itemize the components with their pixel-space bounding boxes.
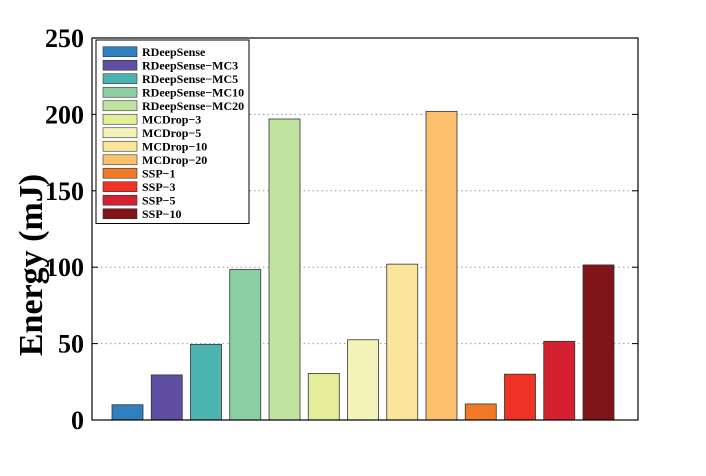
legend-swatch bbox=[102, 208, 138, 220]
legend-swatch bbox=[102, 46, 138, 58]
legend: RDeepSenseRDeepSense−MC3RDeepSense−MC5RD… bbox=[95, 39, 250, 224]
legend-label: RDeepSense−MC10 bbox=[142, 85, 244, 99]
legend-label: RDeepSense bbox=[142, 45, 206, 59]
legend-swatch bbox=[102, 73, 138, 85]
bar-ssp-3 bbox=[504, 373, 536, 421]
bar-ssp-10 bbox=[582, 264, 615, 421]
legend-swatch bbox=[102, 86, 138, 98]
legend-swatch bbox=[102, 127, 138, 139]
legend-swatch bbox=[102, 167, 138, 179]
y-tick-label: 200 bbox=[45, 100, 84, 129]
legend-swatch bbox=[102, 100, 138, 112]
legend-label: RDeepSense−MC5 bbox=[142, 72, 238, 86]
bar-rdeepsense-mc5 bbox=[190, 343, 222, 421]
y-tick-label: 0 bbox=[71, 406, 84, 435]
legend-label: MCDrop−20 bbox=[142, 153, 207, 167]
bar-mcdrop-3 bbox=[307, 372, 340, 421]
bar-ssp-5 bbox=[543, 340, 576, 421]
legend-label: SSP−10 bbox=[142, 207, 182, 221]
plot-frame bbox=[91, 37, 639, 421]
y-tick-label: 150 bbox=[45, 177, 84, 206]
legend-label: MCDrop−10 bbox=[142, 139, 207, 153]
y-axis-label: Energy (mJ) bbox=[13, 174, 50, 356]
y-tick-label: 250 bbox=[45, 24, 84, 53]
bar-rdeepsense-mc20 bbox=[268, 118, 301, 421]
legend-label: MCDrop−5 bbox=[142, 126, 201, 140]
legend-label: RDeepSense−MC20 bbox=[142, 99, 244, 113]
bar-mcdrop-20 bbox=[425, 110, 458, 421]
bar-rdeepsense bbox=[111, 404, 144, 421]
legend-swatch bbox=[102, 194, 138, 206]
bar-rdeepsense-mc3 bbox=[150, 374, 183, 421]
y-tick-label: 100 bbox=[45, 253, 84, 282]
legend-label: RDeepSense−MC3 bbox=[142, 58, 238, 72]
bar-ssp-1 bbox=[464, 403, 497, 421]
legend-swatch bbox=[102, 154, 138, 166]
bar-rdeepsense-mc10 bbox=[229, 269, 262, 421]
legend-swatch bbox=[102, 59, 138, 71]
legend-label: SSP−3 bbox=[142, 180, 176, 194]
legend-label: MCDrop−3 bbox=[142, 112, 201, 126]
legend-label: SSP−5 bbox=[142, 193, 176, 207]
y-tick-label: 50 bbox=[58, 330, 84, 359]
bar-mcdrop-10 bbox=[386, 263, 419, 421]
legend-swatch bbox=[102, 113, 138, 125]
legend-swatch bbox=[102, 140, 138, 152]
legend-swatch bbox=[102, 181, 138, 193]
bar-mcdrop-5 bbox=[347, 339, 379, 421]
y-axis-ticks: 0 50 100 150 200 250 bbox=[45, 24, 638, 435]
legend-label: SSP−1 bbox=[142, 166, 176, 180]
